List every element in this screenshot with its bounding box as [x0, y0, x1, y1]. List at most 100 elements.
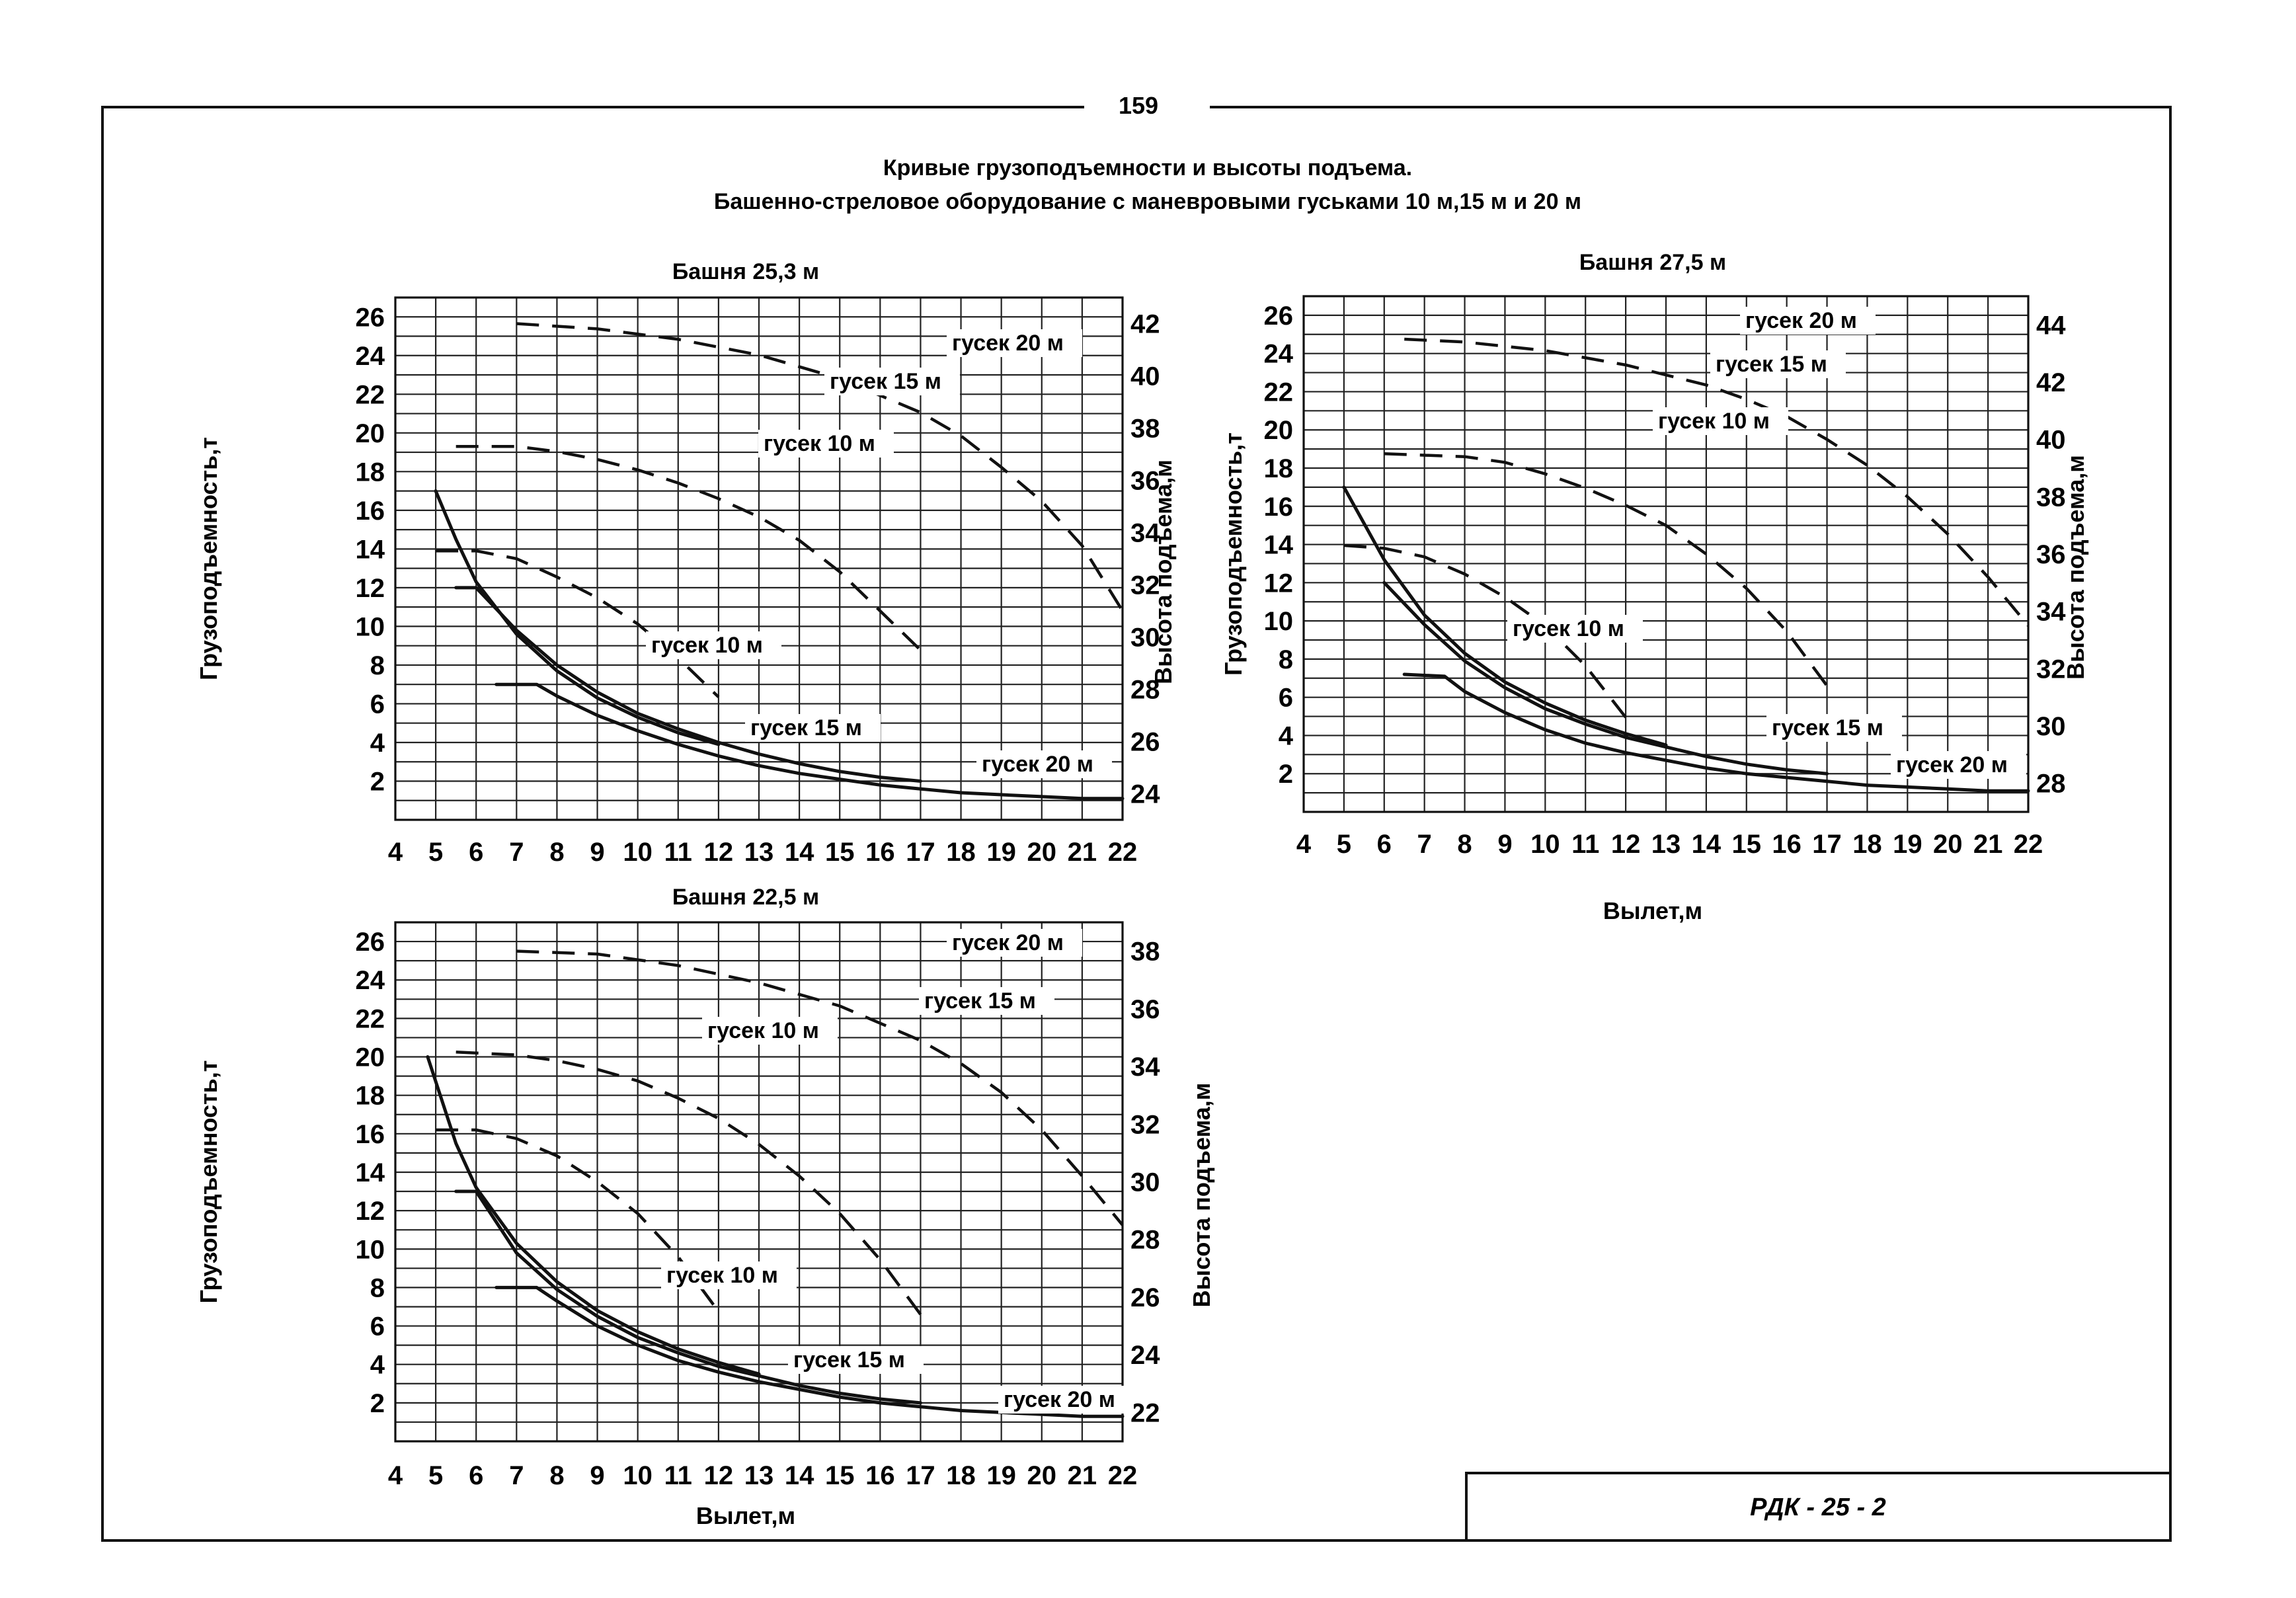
- plot-border: [394, 296, 1124, 821]
- capacity-curve: [1342, 485, 1668, 747]
- height-tick-label: 36: [1130, 995, 1160, 1024]
- x-tick-label: 19: [986, 1461, 1016, 1490]
- y-tick-label: 8: [1279, 645, 1293, 674]
- x-tick-label: 21: [1973, 830, 2003, 859]
- x-tick-label: 13: [744, 838, 774, 867]
- x-tick-label: 22: [1108, 838, 1138, 867]
- y-tick-label: 16: [356, 497, 385, 526]
- x-tick-label: 18: [946, 1461, 976, 1490]
- y-tick-label: 12: [356, 1197, 385, 1226]
- curve-label: гусек 20 м: [952, 930, 1064, 955]
- x-tick-label: 11: [1571, 830, 1599, 859]
- curve-label-background: [661, 1261, 797, 1289]
- x-tick-label: 4: [1296, 830, 1312, 859]
- capacity-curve: [454, 1189, 922, 1405]
- height-curve: [436, 549, 720, 698]
- y-tick-label: 16: [356, 1120, 385, 1149]
- stamp-box: [1465, 1472, 2172, 1542]
- curve-label: гусек 20 м: [1745, 308, 1857, 333]
- x-tick-label: 13: [1651, 830, 1681, 859]
- chart-tower-27-5: 2468101214161820222426283032343638404244…: [1220, 250, 2089, 924]
- curve-label: гусек 20 м: [1004, 1387, 1115, 1412]
- height-tick-label: 22: [1130, 1398, 1160, 1427]
- height-tick-label: 36: [2036, 540, 2066, 569]
- chart-tower-25-3: 2468101214161820222426242628303234363840…: [195, 259, 1177, 867]
- height-tick-label: 38: [1130, 415, 1160, 444]
- capacity-curve: [1402, 672, 2030, 793]
- y-tick-label: 10: [356, 612, 385, 641]
- y-tick-label: 22: [1264, 378, 1294, 407]
- x-tick-label: 16: [865, 1461, 895, 1490]
- x-tick-label: 21: [1068, 1461, 1097, 1490]
- x-tick-label: 11: [664, 838, 692, 867]
- grid: [394, 296, 1124, 821]
- y-axis-label: Грузоподъемность,т: [195, 437, 222, 680]
- height-tick-label: 40: [1130, 362, 1160, 391]
- x-tick-label: 17: [906, 838, 935, 867]
- x-tick-label: 15: [825, 1461, 855, 1490]
- y-tick-label: 12: [1264, 569, 1294, 598]
- curve-label-background: [919, 987, 1054, 1015]
- x-tick-label: 21: [1068, 838, 1097, 867]
- x-tick-label: 4: [388, 838, 403, 867]
- capacity-curve: [434, 489, 721, 746]
- curve-label-background: [1766, 714, 1902, 742]
- x-tick-label: 20: [1027, 1461, 1057, 1490]
- height-curve: [516, 322, 1124, 612]
- height-tick-label: 26: [1130, 1283, 1160, 1312]
- height-tick-label: 30: [1130, 623, 1160, 653]
- x-tick-label: 8: [549, 838, 564, 867]
- grid: [1302, 295, 2030, 813]
- x-tick-label: 8: [1457, 830, 1472, 859]
- curve-label-background: [824, 368, 960, 395]
- height-curve: [455, 1051, 922, 1316]
- curve-label: гусек 20 м: [952, 331, 1064, 356]
- x-tick-label: 10: [1530, 830, 1560, 859]
- height-tick-label: 34: [1130, 1053, 1160, 1082]
- curve-label-background: [1507, 615, 1643, 643]
- curve-label: гусек 15 м: [830, 369, 941, 394]
- x-tick-label: 20: [1933, 830, 1963, 859]
- height-tick-label: 38: [1130, 938, 1160, 967]
- x-tick-label: 14: [785, 838, 814, 867]
- y-tick-label: 22: [356, 380, 385, 409]
- y-tick-label: 24: [356, 966, 385, 995]
- x-tick-label: 10: [623, 1461, 653, 1490]
- x-tick-label: 6: [469, 1461, 483, 1490]
- y-tick-label: 12: [356, 574, 385, 603]
- height-tick-label: 32: [2036, 655, 2066, 684]
- x-tick-label: 14: [1692, 830, 1722, 859]
- x-tick-label: 20: [1027, 838, 1057, 867]
- capacity-curve: [426, 1055, 761, 1376]
- curve-label: гусек 20 м: [1896, 752, 2008, 778]
- y-tick-label: 4: [370, 729, 385, 758]
- x-tick-label: 17: [906, 1461, 935, 1490]
- x-tick-label: 5: [428, 838, 443, 867]
- y-tick-label: 4: [1279, 721, 1294, 750]
- y-axis-label: Грузоподъемность,т: [195, 1060, 222, 1304]
- height-tick-label: 40: [2036, 426, 2066, 455]
- x-tick-label: 6: [1377, 830, 1392, 859]
- height-tick-label: 42: [1130, 310, 1160, 339]
- curve-label-background: [702, 1017, 838, 1045]
- curve-label-background: [758, 430, 894, 458]
- x-tick-label: 22: [2014, 830, 2043, 859]
- height-curve: [455, 444, 922, 651]
- curve-label-background: [1891, 751, 2026, 779]
- curve-label-background: [745, 714, 881, 742]
- y-tick-label: 20: [1264, 416, 1294, 445]
- height-tick-label: 28: [1130, 676, 1160, 705]
- x-tick-label: 9: [1497, 830, 1512, 859]
- x-tick-label: 6: [469, 838, 483, 867]
- x-tick-label: 16: [865, 838, 895, 867]
- height-tick-label: 38: [2036, 483, 2066, 512]
- x-axis-label: Вылет,м: [1603, 897, 1702, 924]
- x-tick-label: 8: [549, 1461, 564, 1490]
- plot-border: [394, 921, 1124, 1443]
- y-tick-label: 8: [370, 1273, 385, 1302]
- x-tick-label: 5: [1337, 830, 1351, 859]
- height-tick-label: 26: [1130, 728, 1160, 757]
- curve-label-background: [1710, 350, 1846, 378]
- y-tick-label: 2: [1279, 760, 1293, 789]
